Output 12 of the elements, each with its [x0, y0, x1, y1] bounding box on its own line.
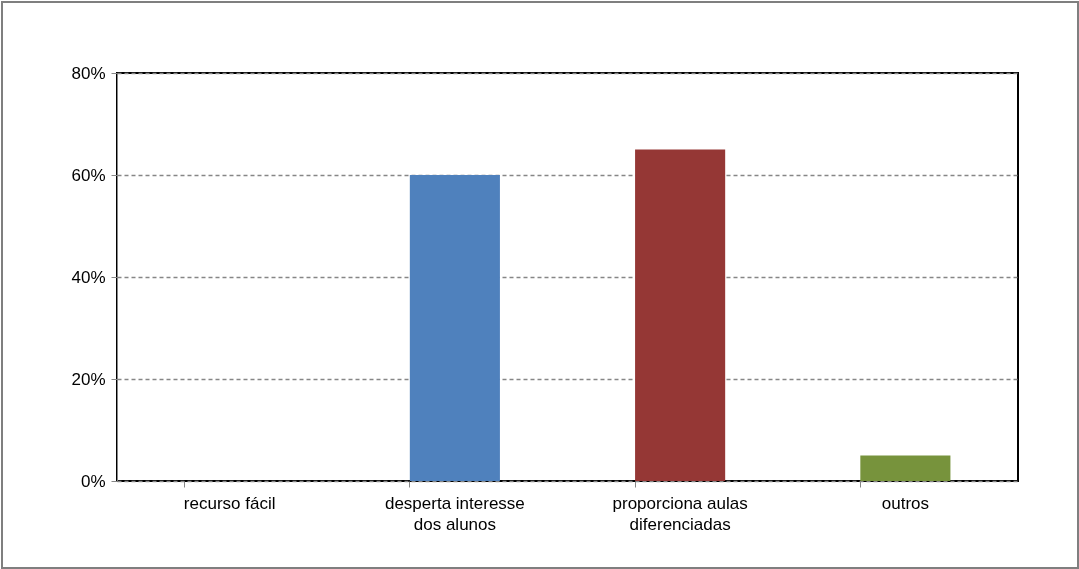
x-tick-label: outros	[881, 493, 929, 513]
bar	[635, 149, 726, 481]
x-tick-label: proporciona aulas diferenciadas	[612, 493, 748, 534]
bar	[860, 455, 951, 481]
y-tick-label: 0%	[80, 471, 106, 491]
x-tick-label: recurso fácil	[183, 493, 276, 513]
y-tick-label: 60%	[71, 165, 106, 185]
bar	[409, 175, 500, 481]
y-tick-label: 20%	[71, 369, 106, 389]
y-tick-label: 80%	[71, 63, 106, 83]
y-tick-label: 40%	[71, 267, 106, 287]
x-tick-label: desperta interesse dos alunos	[384, 493, 525, 534]
